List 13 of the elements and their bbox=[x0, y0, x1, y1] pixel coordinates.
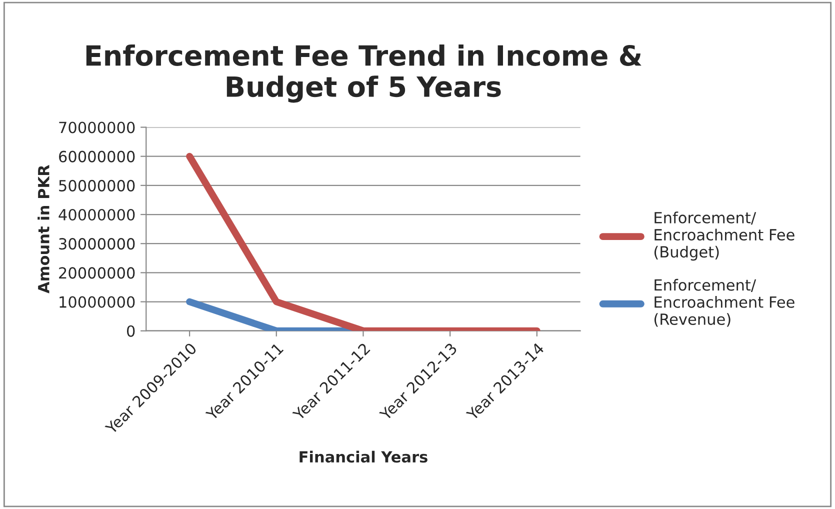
y-tick-label: 20000000 bbox=[59, 267, 135, 279]
y-tick-label: 30000000 bbox=[59, 238, 135, 250]
y-tick-label: 60000000 bbox=[59, 150, 135, 162]
y-tick-label: 70000000 bbox=[59, 122, 135, 134]
legend-label: Enforcement/ Encroachment Fee (Budget) bbox=[654, 212, 794, 261]
x-axis-title: Financial Years bbox=[300, 450, 428, 463]
y-tick-label: 10000000 bbox=[60, 296, 135, 308]
legend-label: Enforcement/ Encroachment Fee (Revenue) bbox=[654, 278, 794, 327]
y-tick-label: 40000000 bbox=[58, 208, 135, 221]
y-tick-label: 0 bbox=[126, 325, 135, 337]
chart-title: Enforcement Fee Trend in Income & Budget of 5 Years bbox=[86, 44, 642, 103]
y-tick-label: 50000000 bbox=[59, 180, 135, 192]
y-axis-title: Amount in PKR bbox=[38, 164, 50, 294]
